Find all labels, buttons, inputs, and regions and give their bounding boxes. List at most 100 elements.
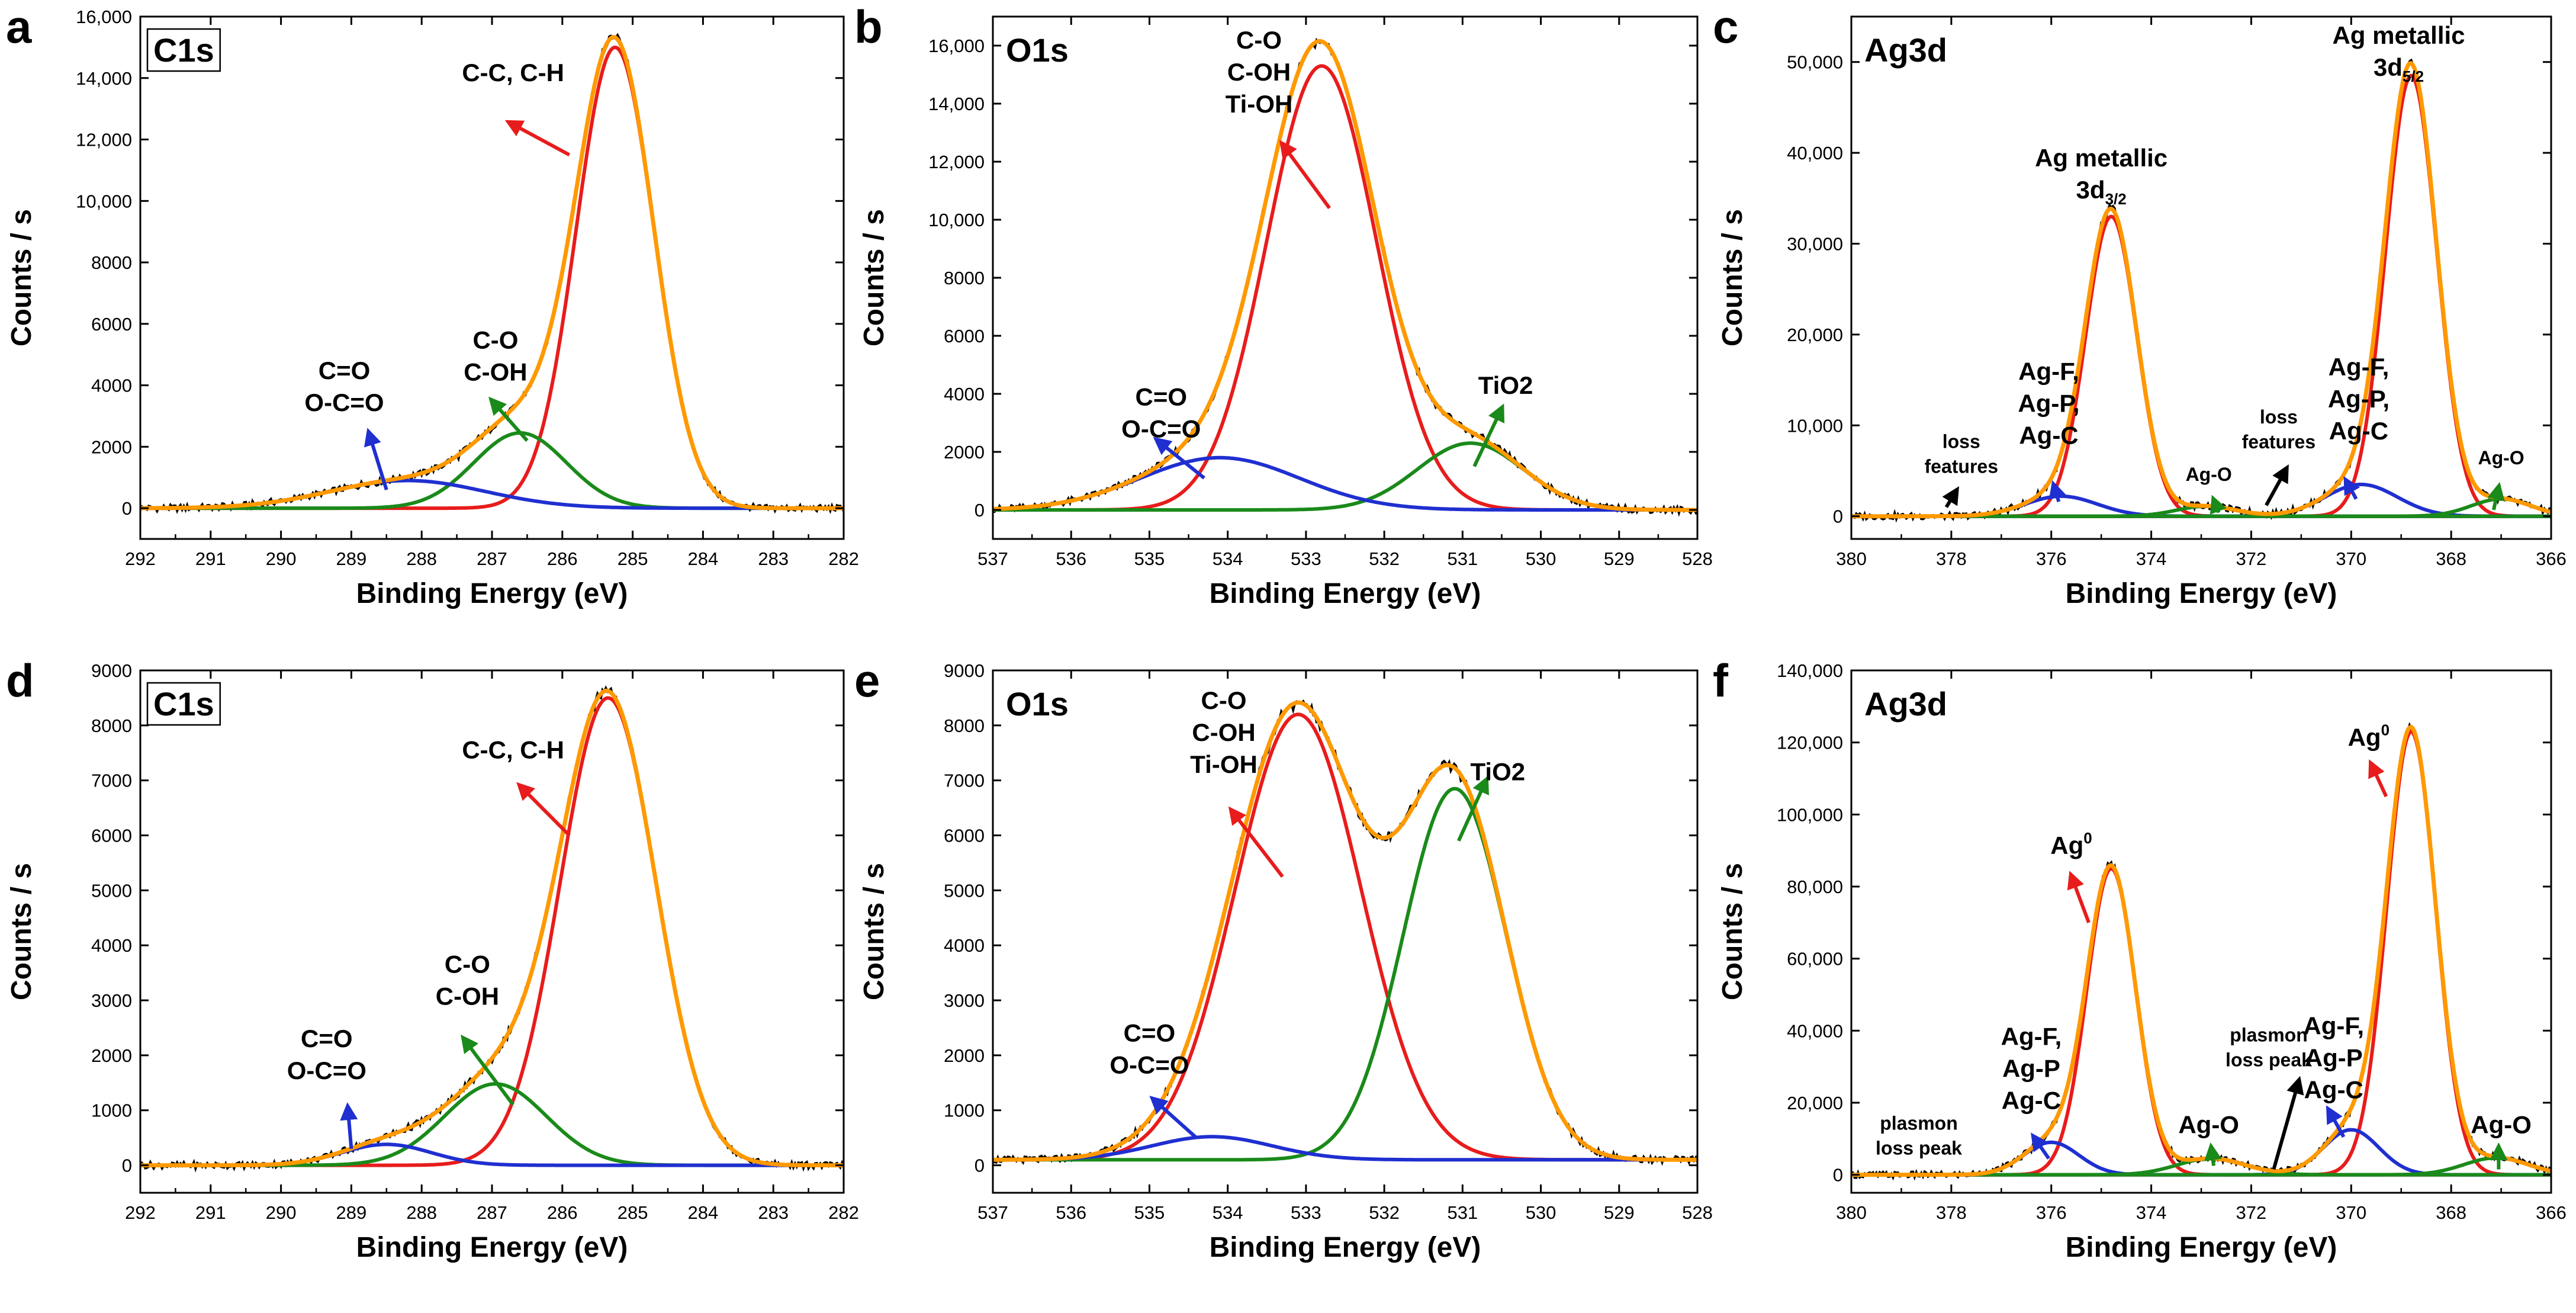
y-tick-label: 6000 xyxy=(944,826,985,846)
x-tick-label: 289 xyxy=(336,1202,367,1223)
annotation: Ag metallic 3d5/2 xyxy=(2332,21,2465,85)
y-tick-label: 6000 xyxy=(91,314,132,335)
x-tick-label: 532 xyxy=(1369,548,1400,569)
annotation-arrow xyxy=(488,396,529,442)
x-tick-label: 530 xyxy=(1526,548,1556,569)
annotation-label: O-C=O xyxy=(304,389,384,416)
annotation-label: Ag-F, xyxy=(2001,1023,2062,1051)
annotation-label: Ag-F, xyxy=(2329,353,2390,381)
y-tick-label: 14,000 xyxy=(76,68,132,89)
x-tick-label: 535 xyxy=(1134,1202,1165,1223)
annotation-arrow xyxy=(1456,775,1489,842)
annotation-arrow xyxy=(1153,436,1205,480)
component-main xyxy=(140,696,844,1167)
x-axis-title: Binding Energy (eV) xyxy=(1210,578,1481,609)
x-tick-label: 537 xyxy=(977,548,1008,569)
annotation-arrow xyxy=(504,120,571,157)
component-green xyxy=(1851,1157,2551,1177)
envelope-fit xyxy=(993,700,1697,1162)
y-tick-label: 5000 xyxy=(91,880,132,901)
curves xyxy=(140,685,844,1173)
y-axis-title: Counts / s xyxy=(1717,209,1748,346)
annotation-label: C=O xyxy=(301,1025,353,1052)
annotation: Ag-O xyxy=(2178,1111,2239,1166)
y-tick-label: 2000 xyxy=(91,436,132,457)
x-tick-label: 283 xyxy=(758,1202,789,1223)
x-tick-label: 292 xyxy=(125,1202,156,1223)
annotation-arrow xyxy=(516,782,571,837)
x-tick-label: 368 xyxy=(2436,548,2466,569)
annotation-label: Ag-O xyxy=(2186,464,2232,485)
y-tick-label: 12,000 xyxy=(928,152,985,172)
curves xyxy=(1851,58,2551,523)
x-tick-label: 286 xyxy=(547,1202,578,1223)
annotation-label: Ag-C xyxy=(2304,1076,2363,1103)
annotation-label: Ag-C xyxy=(2329,417,2388,445)
panel-title: Ag3d xyxy=(1864,685,1947,723)
annotation-label: Ag-P, xyxy=(2328,385,2390,413)
annotation-arrow xyxy=(1279,140,1331,210)
panel-title: C1s xyxy=(153,685,214,723)
raw-spectrum xyxy=(140,33,844,515)
annotation-label: loss peak xyxy=(1876,1138,1962,1159)
annotation-label: features xyxy=(1924,456,1998,477)
x-axis-title: Binding Energy (eV) xyxy=(356,578,628,609)
annotation-label: O-C=O xyxy=(1121,415,1201,443)
x-tick-label: 376 xyxy=(2036,1202,2067,1223)
component-blue xyxy=(993,1135,1697,1162)
x-tick-label: 534 xyxy=(1213,548,1243,569)
x-tick-label: 537 xyxy=(977,1202,1008,1223)
y-tick-label: 80,000 xyxy=(1787,877,1843,897)
plot-frame xyxy=(992,669,1699,1194)
y-tick-label: 0 xyxy=(975,500,985,521)
x-tick-label: 531 xyxy=(1447,1202,1478,1223)
y-tick-label: 0 xyxy=(975,1155,985,1176)
component-green xyxy=(140,431,844,511)
x-tick-label: 287 xyxy=(477,1202,507,1223)
annotation-arrow xyxy=(340,1102,358,1149)
x-tick-label: 535 xyxy=(1134,548,1165,569)
x-tick-label: 380 xyxy=(1836,1202,1867,1223)
annotation-label: Ti-OH xyxy=(1226,90,1293,118)
annotation-label: features xyxy=(2242,431,2316,452)
y-tick-label: 4000 xyxy=(91,375,132,396)
y-tick-label: 20,000 xyxy=(1787,1093,1843,1113)
x-tick-label: 534 xyxy=(1213,1202,1243,1223)
x-tick-label: 288 xyxy=(406,1202,437,1223)
panel-letter: b xyxy=(854,1,883,53)
annotation-label: loss xyxy=(2260,406,2298,428)
y-tick-label: 14,000 xyxy=(928,94,985,114)
annotation: Ag-F, Ag-P Ag-C xyxy=(2001,1023,2062,1160)
y-tick-label: 7000 xyxy=(944,771,985,791)
annotation-label: Ag-O xyxy=(2478,447,2524,468)
panel-a: a 292 291 290 289 288 287 286 285 284 283 282 0 2000 4… xyxy=(6,1,859,609)
y-axis-title: Counts / s xyxy=(6,863,37,1000)
panel-c: c 380 378 376 374 372 370 368 366 0 10,000 20,000 30… xyxy=(1713,1,2567,609)
panel-title-box xyxy=(146,28,221,72)
x-axis-title: Binding Energy (eV) xyxy=(356,1232,628,1263)
x-tick-label: 368 xyxy=(2436,1202,2466,1223)
envelope-fit xyxy=(1851,724,2551,1177)
annotation-label: Ag-O xyxy=(2178,1111,2239,1139)
plot-frame xyxy=(992,15,1699,540)
x-tick-label: 374 xyxy=(2136,548,2167,569)
x-tick-label: 282 xyxy=(828,548,859,569)
y-tick-label: 2000 xyxy=(944,442,985,463)
y-tick-label: 9000 xyxy=(91,660,132,681)
y-axis-title: Counts / s xyxy=(858,209,890,346)
annotation-label: O-C=O xyxy=(287,1057,366,1084)
annotation-label: Ag metallic xyxy=(2332,21,2465,49)
envelope-fit xyxy=(993,38,1697,512)
x-tick-label: 536 xyxy=(1056,548,1086,569)
annotation: loss features xyxy=(2242,406,2316,506)
component-main xyxy=(1851,729,2551,1177)
x-tick-label: 370 xyxy=(2336,548,2366,569)
annotation: plasmon loss peak xyxy=(2226,1025,2312,1170)
annotation-arrow xyxy=(2343,476,2360,500)
annotation: TiO2 xyxy=(1472,371,1533,467)
annotation-label: O-C=O xyxy=(1109,1051,1189,1079)
annotation-label: C=O xyxy=(319,357,371,384)
annotation: C=O O-C=O xyxy=(1121,383,1205,480)
annotation-arrow xyxy=(1942,486,1959,508)
x-tick-label: 531 xyxy=(1447,548,1478,569)
